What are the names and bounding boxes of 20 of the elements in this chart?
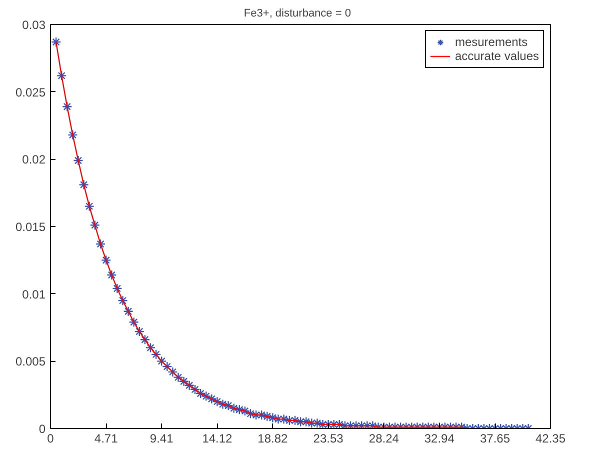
x-tick-label: 4.71 (94, 432, 118, 446)
y-tick-label: 0.025 (15, 85, 46, 100)
x-tick-label: 14.12 (202, 432, 233, 446)
y-tick-label: 0.01 (22, 287, 46, 302)
x-tick-label: 18.82 (258, 432, 288, 446)
legend-label: mesurements (454, 35, 528, 49)
y-tick-label: 0 (38, 422, 46, 436)
chart-title: Fe3+, disturbance = 0 (244, 8, 351, 20)
x-tick-label: 37.65 (480, 432, 510, 446)
x-tick-label: 32.94 (424, 432, 455, 446)
x-tick-label: 28.24 (368, 432, 400, 446)
x-tick-label: 42.35 (535, 432, 566, 446)
y-tick-label: 0.015 (15, 220, 46, 234)
x-tick-label: 9.41 (150, 432, 174, 446)
x-tick-label: 0 (47, 432, 54, 446)
x-tick-label: 23.53 (313, 432, 344, 446)
y-tick-label: 0.03 (22, 18, 46, 32)
y-tick-label: 0.005 (15, 354, 46, 369)
y-tick-label: 0.02 (22, 152, 46, 167)
legend-label: accurate values (454, 49, 539, 63)
